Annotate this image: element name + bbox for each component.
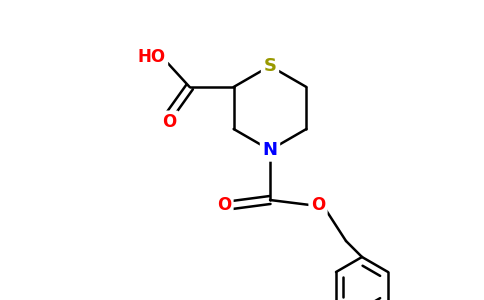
Text: O: O: [217, 196, 231, 214]
Text: O: O: [163, 113, 177, 131]
Text: N: N: [262, 141, 277, 159]
Text: S: S: [263, 57, 276, 75]
Text: HO: HO: [137, 48, 166, 66]
Text: O: O: [311, 196, 325, 214]
